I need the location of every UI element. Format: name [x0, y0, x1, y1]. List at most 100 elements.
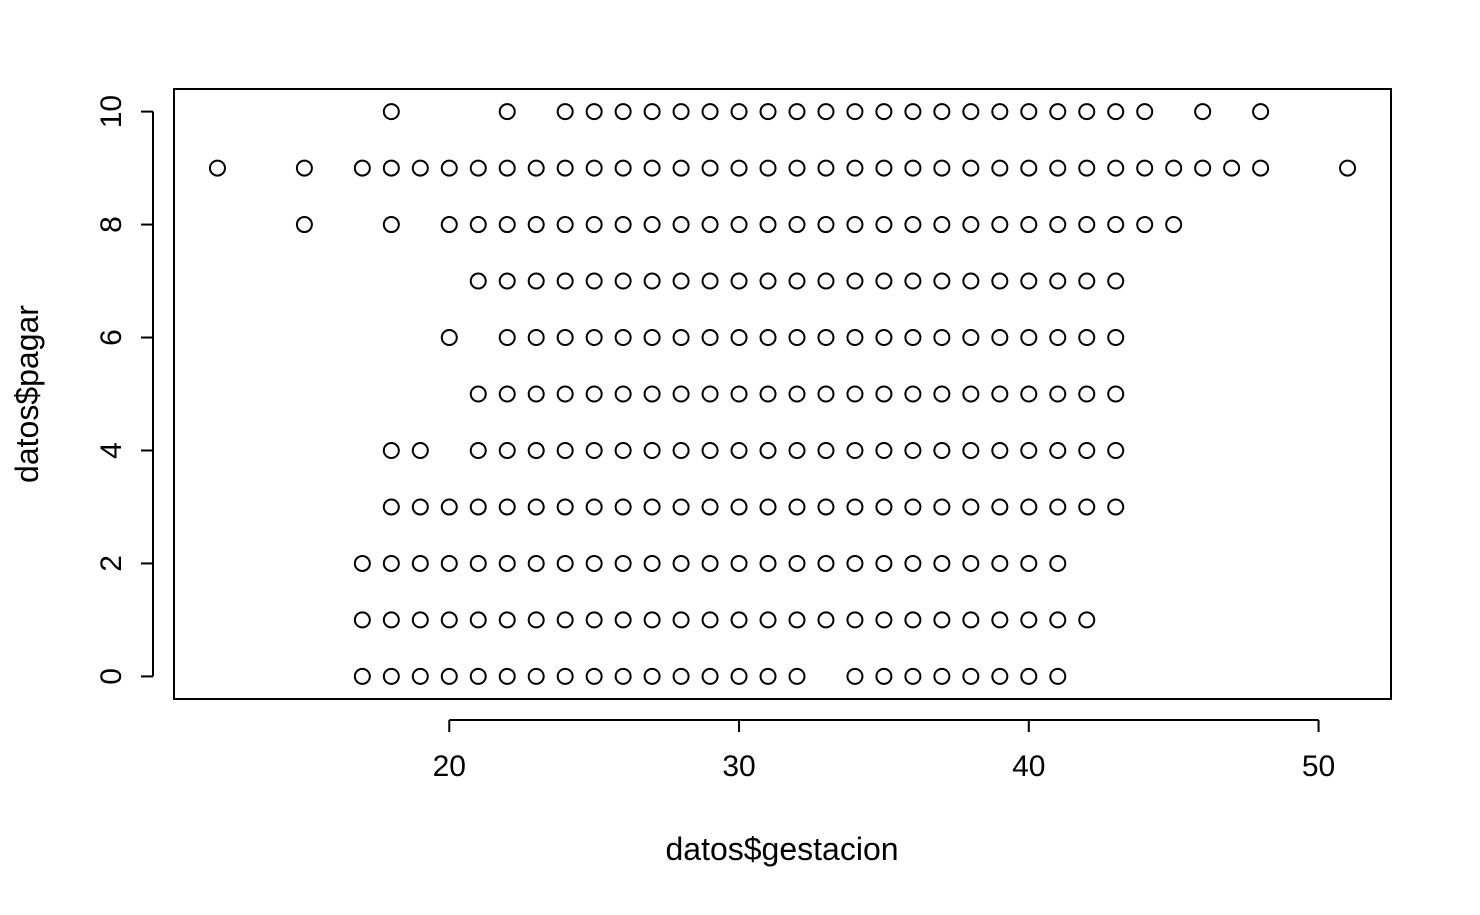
- data-point: [411, 498, 429, 516]
- data-point: [643, 385, 661, 403]
- data-point: [991, 159, 1009, 177]
- data-point: [1020, 272, 1038, 290]
- data-point: [643, 329, 661, 347]
- data-point: [1020, 498, 1038, 516]
- data-point: [730, 667, 748, 685]
- data-point: [730, 554, 748, 572]
- data-point: [1165, 159, 1183, 177]
- data-point: [440, 554, 458, 572]
- data-point: [962, 216, 980, 234]
- data-point: [875, 103, 893, 121]
- data-point: [1107, 103, 1125, 121]
- data-point: [1194, 103, 1212, 121]
- data-point: [759, 611, 777, 629]
- data-point: [556, 554, 574, 572]
- data-point: [440, 329, 458, 347]
- data-point: [411, 554, 429, 572]
- x-tick-label: 50: [1302, 750, 1335, 783]
- x-tick-label: 30: [722, 750, 755, 783]
- data-point: [672, 441, 690, 459]
- data-point: [672, 159, 690, 177]
- data-point: [788, 441, 806, 459]
- data-point: [498, 329, 516, 347]
- data-point: [469, 498, 487, 516]
- data-point: [1107, 216, 1125, 234]
- y-tick-label: 2: [95, 555, 128, 572]
- data-point: [788, 272, 806, 290]
- y-axis-title: datos$pagar: [9, 305, 45, 483]
- data-point: [498, 498, 516, 516]
- data-point: [440, 667, 458, 685]
- data-point: [1049, 159, 1067, 177]
- data-point: [1020, 667, 1038, 685]
- data-point: [701, 667, 719, 685]
- data-point: [846, 216, 864, 234]
- data-point: [1252, 159, 1270, 177]
- data-point: [643, 498, 661, 516]
- data-point: [904, 667, 922, 685]
- data-point: [904, 611, 922, 629]
- data-point: [701, 103, 719, 121]
- data-point: [1339, 159, 1357, 177]
- data-point: [846, 441, 864, 459]
- data-point: [498, 103, 516, 121]
- data-point: [1049, 329, 1067, 347]
- data-point: [701, 498, 719, 516]
- data-point: [788, 103, 806, 121]
- data-point: [846, 611, 864, 629]
- data-point: [730, 385, 748, 403]
- data-point: [759, 272, 777, 290]
- data-point: [556, 611, 574, 629]
- plot-frame: [173, 88, 1392, 700]
- data-point: [962, 554, 980, 572]
- data-point: [759, 329, 777, 347]
- data-point: [933, 498, 951, 516]
- data-point: [875, 272, 893, 290]
- data-point: [1136, 159, 1154, 177]
- data-point: [933, 385, 951, 403]
- y-tick-label: 6: [95, 329, 128, 346]
- data-point: [1049, 385, 1067, 403]
- data-point: [614, 159, 632, 177]
- data-point: [382, 216, 400, 234]
- data-point: [730, 498, 748, 516]
- data-point: [875, 611, 893, 629]
- data-point: [411, 667, 429, 685]
- data-point: [614, 103, 632, 121]
- data-point: [701, 554, 719, 572]
- data-point: [1049, 272, 1067, 290]
- data-point: [382, 554, 400, 572]
- data-point: [556, 103, 574, 121]
- data-point: [440, 498, 458, 516]
- y-tick-label: 10: [95, 95, 128, 128]
- data-point: [701, 216, 719, 234]
- data-point: [817, 216, 835, 234]
- data-point: [759, 498, 777, 516]
- data-point: [701, 385, 719, 403]
- data-point: [759, 385, 777, 403]
- data-point: [672, 498, 690, 516]
- data-point: [1078, 272, 1096, 290]
- data-point: [672, 329, 690, 347]
- data-point: [904, 554, 922, 572]
- data-point: [991, 667, 1009, 685]
- data-point: [585, 272, 603, 290]
- data-point: [498, 554, 516, 572]
- data-point: [208, 159, 226, 177]
- y-axis: 0 2 4 6 8 10: [95, 95, 154, 685]
- data-point: [411, 611, 429, 629]
- data-point: [962, 385, 980, 403]
- data-point: [1078, 329, 1096, 347]
- data-point: [469, 611, 487, 629]
- data-point: [1049, 667, 1067, 685]
- data-point: [672, 385, 690, 403]
- data-point: [904, 498, 922, 516]
- data-point: [672, 554, 690, 572]
- data-point: [730, 272, 748, 290]
- data-point: [556, 216, 574, 234]
- data-point: [382, 667, 400, 685]
- data-point: [875, 554, 893, 572]
- data-point: [614, 611, 632, 629]
- data-point: [556, 667, 574, 685]
- y-tick-label: 8: [95, 216, 128, 233]
